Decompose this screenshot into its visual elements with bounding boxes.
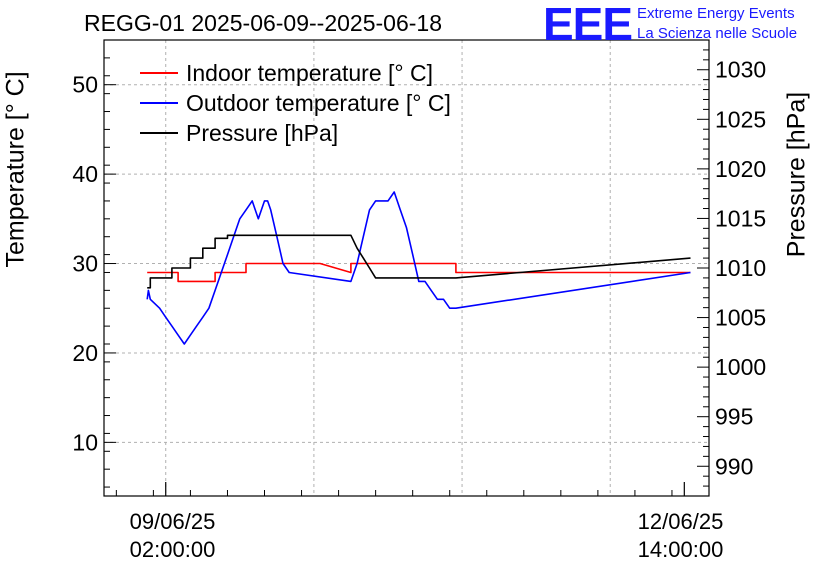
legend-label-outdoor: Outdoor temperature [° C] bbox=[186, 89, 451, 116]
legend-swatch-indoor bbox=[140, 72, 178, 74]
org-name-line2: La Scienza nelle Scuole bbox=[637, 25, 798, 42]
legend-item-pressure: Pressure [hPa] bbox=[140, 118, 451, 148]
right-tick-label-8: 1030 bbox=[715, 57, 766, 83]
x-tick-label-2: 12/06/25 14:00:00 bbox=[613, 508, 748, 564]
x-tick-2-time: 14:00:00 bbox=[637, 537, 724, 562]
legend-swatch-outdoor bbox=[140, 102, 178, 104]
y-axis-right-label: Pressure [hPa] bbox=[782, 91, 811, 258]
right-tick-label-1: 995 bbox=[715, 404, 753, 430]
chart-title: REGG-01 2025-06-09--2025-06-18 bbox=[84, 10, 442, 36]
x-tick-2-date: 12/06/25 bbox=[637, 509, 724, 534]
x-tick-1-time: 02:00:00 bbox=[129, 537, 216, 562]
x-tick-label-1: 09/06/25 02:00:00 bbox=[105, 508, 240, 564]
right-tick-label-4: 1010 bbox=[715, 255, 766, 281]
legend-item-indoor: Indoor temperature [° C] bbox=[140, 58, 451, 88]
right-tick-label-6: 1020 bbox=[715, 156, 766, 182]
right-tick-label-2: 1000 bbox=[715, 354, 766, 380]
right-tick-label-3: 1005 bbox=[715, 305, 766, 331]
right-tick-label-5: 1015 bbox=[715, 205, 766, 231]
series-pressure bbox=[147, 234, 691, 289]
right-tick-label-0: 990 bbox=[715, 453, 753, 479]
legend-item-outdoor: Outdoor temperature [° C] bbox=[140, 88, 451, 118]
left-tick-label-1: 20 bbox=[72, 340, 98, 366]
eee-logo: EEE bbox=[543, 0, 633, 50]
left-tick-label-4: 50 bbox=[72, 72, 98, 98]
org-name: Extreme Energy Events La Scienza nelle S… bbox=[637, 4, 797, 44]
x-tick-1-date: 09/06/25 bbox=[129, 509, 216, 534]
legend: Indoor temperature [° C] Outdoor tempera… bbox=[140, 58, 451, 148]
right-tick-label-7: 1025 bbox=[715, 106, 766, 132]
legend-label-pressure: Pressure [hPa] bbox=[186, 119, 339, 146]
legend-label-indoor: Indoor temperature [° C] bbox=[186, 59, 433, 86]
legend-swatch-pressure bbox=[140, 132, 178, 134]
series-outdoor-temperature bbox=[146, 191, 691, 345]
org-name-line1: Extreme Energy Events bbox=[637, 5, 795, 22]
left-tick-label-0: 10 bbox=[72, 429, 98, 455]
left-tick-label-3: 40 bbox=[72, 161, 98, 187]
y-axis-left-label: Temperature [° C] bbox=[1, 71, 30, 268]
left-tick-label-2: 30 bbox=[72, 251, 98, 277]
